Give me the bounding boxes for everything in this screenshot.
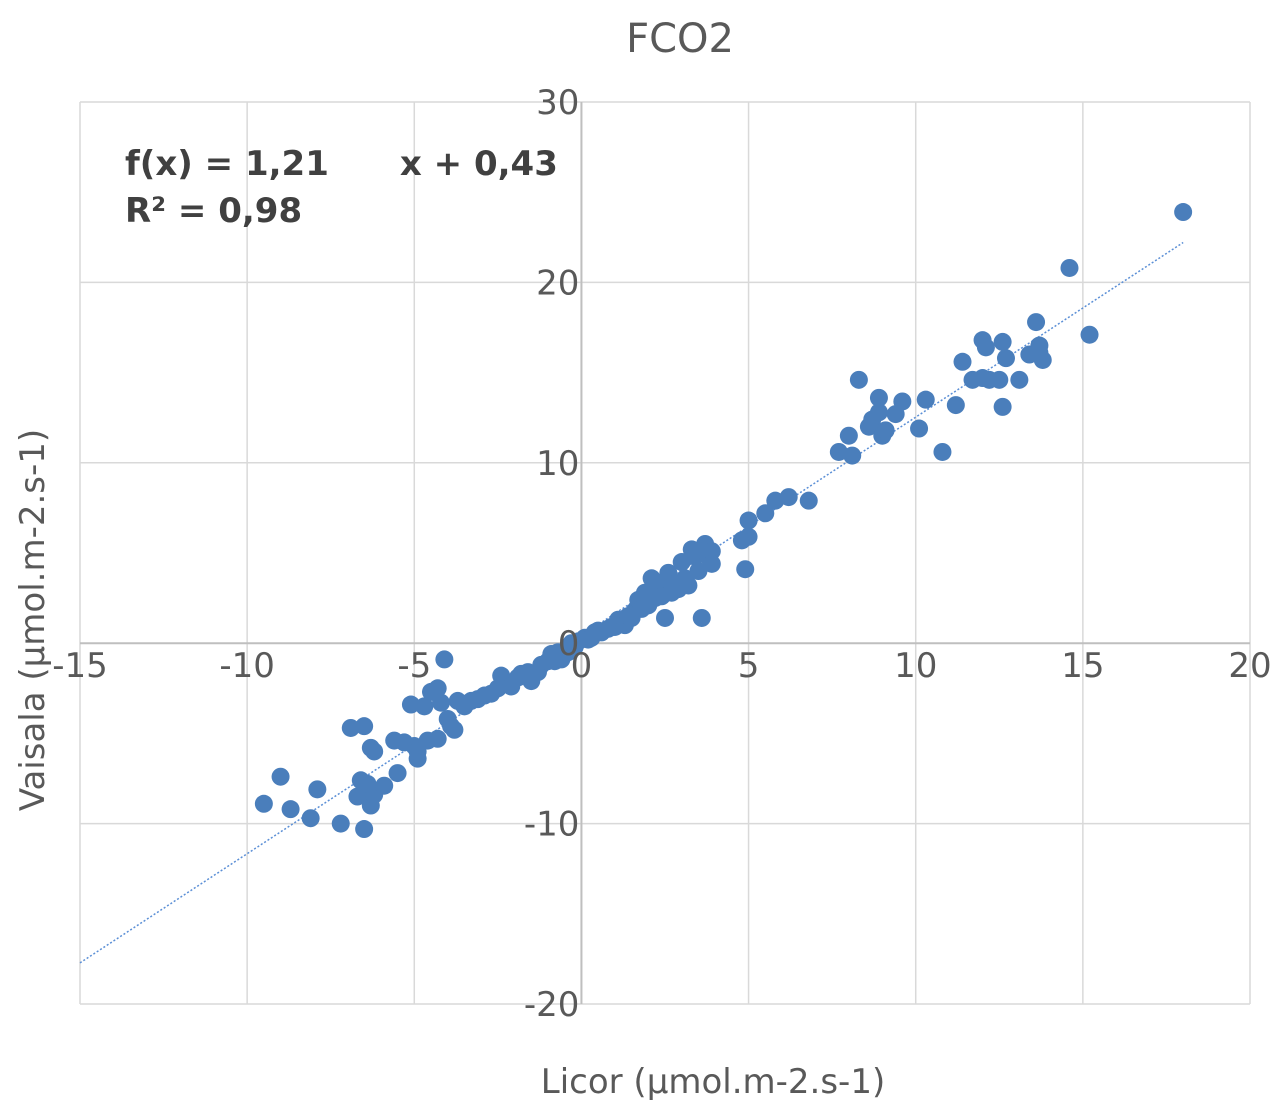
data-point xyxy=(1010,370,1029,389)
data-point xyxy=(348,787,367,806)
data-point xyxy=(869,388,888,407)
x-tick-label: -15 xyxy=(52,646,108,686)
data-point xyxy=(432,693,451,712)
data-point xyxy=(993,397,1012,416)
data-point xyxy=(849,370,868,389)
data-point xyxy=(843,446,862,465)
data-point xyxy=(686,547,705,566)
data-point xyxy=(916,390,935,409)
data-point xyxy=(739,527,758,546)
data-point xyxy=(736,560,755,579)
data-point xyxy=(355,717,374,736)
data-point xyxy=(869,403,888,422)
data-point xyxy=(401,695,420,714)
x-tick-label: 5 xyxy=(738,646,760,686)
data-point xyxy=(415,697,434,716)
data-point xyxy=(358,774,377,793)
data-point xyxy=(933,442,952,461)
data-point xyxy=(375,776,394,795)
data-point xyxy=(702,542,721,561)
trendline-equation: f(x) = 1,21 x + 0,43 xyxy=(125,144,558,184)
data-point xyxy=(428,729,447,748)
data-point xyxy=(692,608,711,627)
data-point xyxy=(756,504,775,523)
data-point xyxy=(428,679,447,698)
y-tick-label: -10 xyxy=(524,805,580,845)
trendline-r-squared: R² = 0,98 xyxy=(125,191,302,231)
data-point xyxy=(799,491,818,510)
data-point xyxy=(779,488,798,507)
x-tick-label: 0 xyxy=(571,646,593,686)
data-point xyxy=(435,650,454,669)
data-point xyxy=(281,800,300,819)
data-point xyxy=(946,396,965,415)
data-point xyxy=(341,718,360,737)
data-point xyxy=(996,349,1015,368)
y-tick-label: 0 xyxy=(558,624,580,664)
data-point xyxy=(990,370,1009,389)
data-point xyxy=(876,421,895,440)
y-tick-label: 20 xyxy=(536,263,579,303)
data-point xyxy=(679,576,698,595)
y-tick-label: 10 xyxy=(536,444,579,484)
data-point xyxy=(301,809,320,828)
data-point xyxy=(308,780,327,799)
data-point xyxy=(1174,203,1193,222)
data-point xyxy=(1033,350,1052,369)
data-point xyxy=(445,720,464,739)
data-point xyxy=(893,392,912,411)
data-point xyxy=(993,332,1012,351)
data-point xyxy=(331,814,350,833)
data-point xyxy=(656,608,674,627)
x-tick-label: 10 xyxy=(894,646,937,686)
data-point xyxy=(739,511,758,530)
x-tick-label: 20 xyxy=(1228,646,1271,686)
y-axis-title: Vaisala (µmol.m-2.s-1) xyxy=(13,429,53,811)
x-tick-label: 15 xyxy=(1061,646,1104,686)
data-points xyxy=(254,203,1193,839)
data-point xyxy=(910,419,929,438)
data-point xyxy=(953,352,972,371)
data-point xyxy=(365,742,384,761)
x-tick-label: -5 xyxy=(397,646,431,686)
data-point xyxy=(355,820,374,839)
data-point xyxy=(1027,313,1046,332)
data-point xyxy=(254,794,273,813)
axis-layer xyxy=(80,102,1250,1004)
y-tick-label: 30 xyxy=(536,83,579,123)
data-point xyxy=(689,562,708,581)
data-point xyxy=(839,426,858,445)
tick-labels: -15 -10 -5 0 5 10 15 20 -20 -10 0 10 20 30 xyxy=(52,83,1271,1025)
x-tick-label: -10 xyxy=(219,646,275,686)
data-point xyxy=(976,338,995,357)
data-point xyxy=(271,767,290,786)
data-point xyxy=(1080,325,1099,344)
data-point xyxy=(1060,258,1079,277)
data-point xyxy=(388,764,407,783)
x-axis-title: Licor (µmol.m-2.s-1) xyxy=(541,1062,885,1102)
chart-title: FCO2 xyxy=(626,16,734,62)
y-tick-label: -20 xyxy=(524,985,580,1025)
data-point xyxy=(1030,336,1049,355)
data-point xyxy=(702,554,721,573)
